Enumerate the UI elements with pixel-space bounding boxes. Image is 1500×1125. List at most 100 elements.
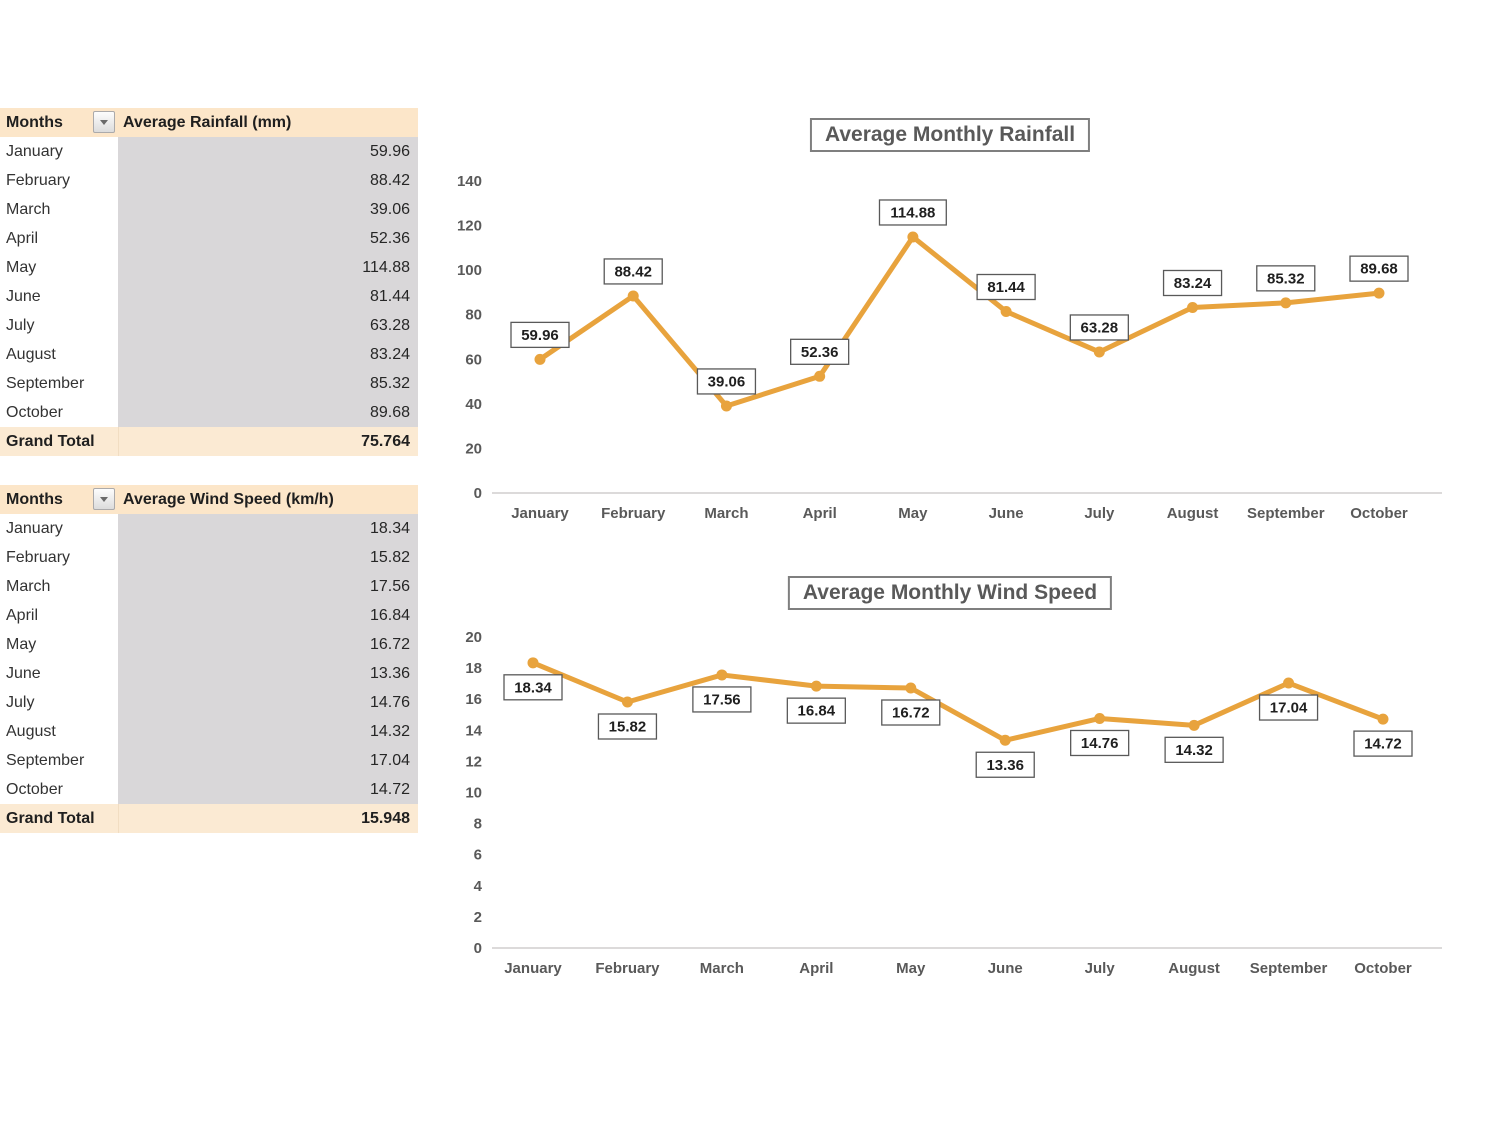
value-cell[interactable]: 17.04 xyxy=(118,746,418,775)
month-cell[interactable]: March xyxy=(0,195,118,224)
data-label-box xyxy=(975,751,1035,778)
rainfall-chart-canvas: 0 20 40 60 80 100 120 140 January February March Ap… xyxy=(457,173,1442,522)
rainfall-chart[interactable]: Average Monthly Rainfall 0 20 40 60 80 100 120… xyxy=(430,95,1470,545)
months-header-label: Months xyxy=(6,114,63,131)
month-cell[interactable]: October xyxy=(0,775,118,804)
data-label: 14.72 xyxy=(1364,736,1402,753)
data-point-marker xyxy=(621,696,633,708)
data-point-marker xyxy=(1377,713,1389,725)
table-row: August 83.24 xyxy=(0,340,418,369)
value-cell[interactable]: 81.44 xyxy=(118,282,418,311)
table-row: July 14.76 xyxy=(0,688,418,717)
value-cell[interactable]: 13.36 xyxy=(118,659,418,688)
wind-speed-chart[interactable]: Average Monthly Wind Speed 0 2 4 6 8 10 12 14 16… xyxy=(430,555,1470,1015)
value-cell[interactable]: 14.32 xyxy=(118,717,418,746)
y-tick-label: 18 xyxy=(465,660,482,677)
value-cell[interactable]: 85.32 xyxy=(118,369,418,398)
value-cell[interactable]: 83.24 xyxy=(118,340,418,369)
y-tick-label: 80 xyxy=(465,307,482,324)
table-row: October 14.72 xyxy=(0,775,418,804)
value-cell[interactable]: 39.06 xyxy=(118,195,418,224)
value-cell[interactable]: 17.56 xyxy=(118,572,418,601)
data-label: 52.36 xyxy=(801,344,839,361)
x-category-label: May xyxy=(896,960,926,977)
value-cell[interactable]: 114.88 xyxy=(118,253,418,282)
data-point-marker xyxy=(1373,287,1385,299)
wind-table-body: January 18.34 February 15.82 March 17.56 April… xyxy=(0,514,418,804)
month-cell[interactable]: September xyxy=(0,369,118,398)
wind-value-header-cell[interactable]: Average Wind Speed (km/h) xyxy=(118,485,418,514)
table-row: July 63.28 xyxy=(0,311,418,340)
x-category-label: October xyxy=(1350,505,1408,522)
month-cell[interactable]: May xyxy=(0,630,118,659)
value-cell[interactable]: 16.84 xyxy=(118,601,418,630)
month-cell[interactable]: September xyxy=(0,746,118,775)
y-tick-label: 120 xyxy=(457,218,482,235)
data-point-marker xyxy=(716,669,728,681)
value-cell[interactable]: 14.76 xyxy=(118,688,418,717)
value-cell[interactable]: 52.36 xyxy=(118,224,418,253)
month-cell[interactable]: October xyxy=(0,398,118,427)
value-cell[interactable]: 88.42 xyxy=(118,166,418,195)
data-label: 59.96 xyxy=(521,327,559,344)
grand-total-value: 15.948 xyxy=(118,804,418,833)
month-cell[interactable]: March xyxy=(0,572,118,601)
x-category-label: July xyxy=(1084,505,1115,522)
month-cell[interactable]: July xyxy=(0,311,118,340)
data-point-marker xyxy=(1188,719,1200,731)
months-header-cell[interactable]: Months xyxy=(0,485,118,514)
wind-grand-total-row[interactable]: Grand Total 15.948 xyxy=(0,804,418,833)
months-filter-dropdown-rainfall[interactable] xyxy=(93,111,115,133)
value-cell[interactable]: 14.72 xyxy=(118,775,418,804)
y-tick-label: 14 xyxy=(465,722,482,739)
data-label-box xyxy=(1256,265,1316,292)
month-cell[interactable]: February xyxy=(0,166,118,195)
month-cell[interactable]: May xyxy=(0,253,118,282)
data-label: 14.32 xyxy=(1175,742,1213,759)
value-cell[interactable]: 15.82 xyxy=(118,543,418,572)
month-cell[interactable]: July xyxy=(0,688,118,717)
month-cell[interactable]: June xyxy=(0,282,118,311)
x-category-label: March xyxy=(700,960,744,977)
data-point-marker xyxy=(1094,712,1106,724)
month-cell[interactable]: January xyxy=(0,137,118,166)
month-cell[interactable]: April xyxy=(0,224,118,253)
data-point-marker xyxy=(905,682,917,694)
value-cell[interactable]: 59.96 xyxy=(118,137,418,166)
data-label-box xyxy=(1353,730,1413,757)
x-category-label: February xyxy=(601,505,666,522)
wind-speed-chart-canvas: 0 2 4 6 8 10 12 14 16 18 20 January February March Apr… xyxy=(465,629,1442,977)
rainfall-grand-total-row[interactable]: Grand Total 75.764 xyxy=(0,427,418,456)
data-label-box xyxy=(1258,694,1319,721)
grand-total-label: Grand Total xyxy=(0,427,118,456)
rainfall-value-header-cell[interactable]: Average Rainfall (mm) xyxy=(118,108,418,137)
value-cell[interactable]: 16.72 xyxy=(118,630,418,659)
rainfall-chart-title: Average Monthly Rainfall xyxy=(809,118,1091,152)
grand-total-label: Grand Total xyxy=(0,804,118,833)
months-filter-dropdown-wind[interactable] xyxy=(93,488,115,510)
months-header-cell[interactable]: Months xyxy=(0,108,118,137)
y-tick-label: 100 xyxy=(457,262,482,279)
month-cell[interactable]: August xyxy=(0,717,118,746)
data-label-box xyxy=(692,686,752,713)
x-category-label: June xyxy=(989,505,1024,522)
y-tick-label: 4 xyxy=(474,878,483,895)
month-cell[interactable]: February xyxy=(0,543,118,572)
x-category-label: January xyxy=(504,960,562,977)
rainfall-table-header: Months Average Rainfall (mm) xyxy=(0,108,418,137)
y-tick-label: 0 xyxy=(474,485,482,502)
data-label-box xyxy=(1069,314,1129,341)
data-label: 89.68 xyxy=(1360,261,1398,278)
data-label-box xyxy=(1164,736,1224,763)
data-label-box xyxy=(878,199,947,226)
table-row: January 18.34 xyxy=(0,514,418,543)
value-cell[interactable]: 63.28 xyxy=(118,311,418,340)
month-cell[interactable]: June xyxy=(0,659,118,688)
month-cell[interactable]: August xyxy=(0,340,118,369)
month-cell[interactable]: January xyxy=(0,514,118,543)
data-label-box xyxy=(503,674,563,701)
month-cell[interactable]: April xyxy=(0,601,118,630)
value-cell[interactable]: 89.68 xyxy=(118,398,418,427)
data-point-marker xyxy=(810,680,822,692)
value-cell[interactable]: 18.34 xyxy=(118,514,418,543)
